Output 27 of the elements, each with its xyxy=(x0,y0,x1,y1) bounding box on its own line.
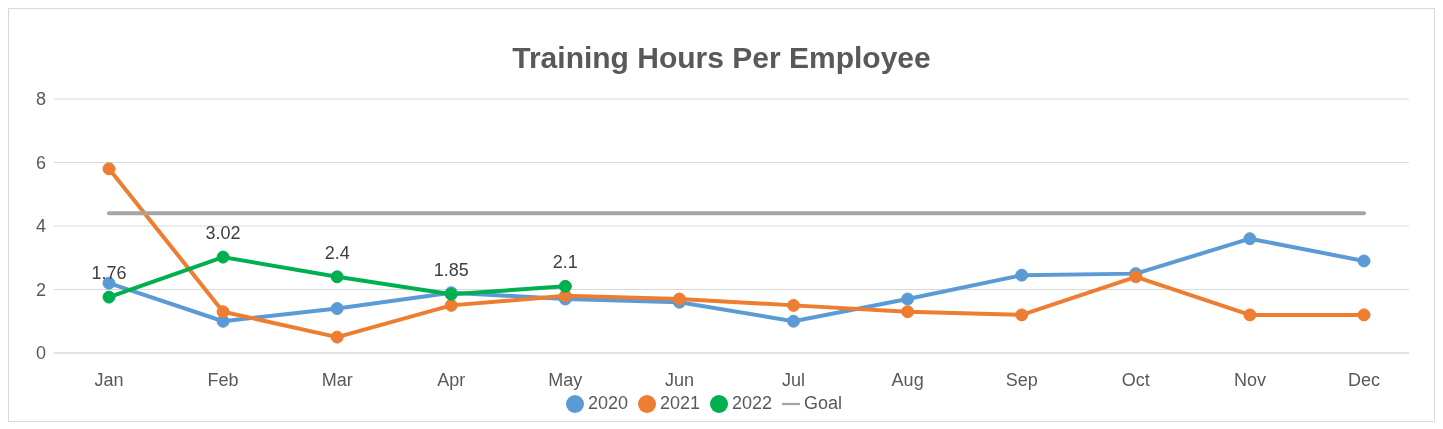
data-label: 1.85 xyxy=(433,260,469,281)
y-tick-label: 4 xyxy=(35,216,46,237)
legend-label: 2021 xyxy=(659,393,700,413)
x-tick-label: Oct xyxy=(1121,369,1150,390)
x-tick-label: Sep xyxy=(1005,369,1038,390)
x-tick-label: Mar xyxy=(321,369,353,390)
legend-label: 2022 xyxy=(732,393,773,413)
chart-title: Training Hours Per Employee xyxy=(511,40,932,76)
legend-label: Goal xyxy=(804,393,843,413)
data-label: 2.4 xyxy=(324,242,350,263)
x-tick-label: Aug xyxy=(891,369,924,390)
y-tick-label: 2 xyxy=(35,279,46,300)
x-tick-label: Nov xyxy=(1233,369,1266,390)
y-tick-label: 6 xyxy=(35,152,46,173)
legend-label: 2020 xyxy=(587,393,628,413)
x-tick-label: May xyxy=(548,369,583,390)
y-tick-label: 0 xyxy=(35,343,46,364)
data-label: 3.02 xyxy=(205,223,241,244)
x-tick-label: Jan xyxy=(94,369,124,390)
data-label: 1.76 xyxy=(91,263,127,284)
x-tick-label: Feb xyxy=(207,369,239,390)
x-tick-label: Jul xyxy=(782,369,806,390)
x-tick-label: Jun xyxy=(664,369,694,390)
x-tick-label: Dec xyxy=(1347,369,1381,390)
y-tick-label: 8 xyxy=(35,89,46,110)
data-label: 2.1 xyxy=(552,252,578,273)
x-tick-label: Apr xyxy=(437,369,466,390)
